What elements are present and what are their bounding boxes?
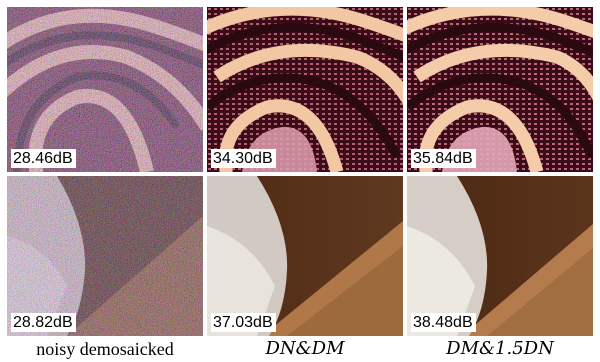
- panel-tapestry-dn-dm: 34.30dB: [207, 7, 403, 172]
- panel-glass-dm-1.5dn: 38.48dB: [407, 176, 593, 336]
- psnr-label: 37.03dB: [211, 313, 276, 332]
- psnr-label: 28.46dB: [11, 149, 76, 168]
- caption-dn-dm: DN&DM: [265, 338, 345, 359]
- glass-noisy-image: [7, 176, 203, 336]
- psnr-label: 34.30dB: [211, 149, 276, 168]
- glass-dm-1.5dn-image: [407, 176, 593, 336]
- caption-dm-1.5dn: DM&1.5DN: [446, 338, 554, 359]
- glass-dn-dm-image: [207, 176, 403, 336]
- panel-tapestry-noisy: 28.46dB: [7, 7, 203, 172]
- tapestry-dm-1.5dn-image: [407, 7, 593, 172]
- panel-glass-noisy: 28.82dB: [7, 176, 203, 336]
- tapestry-noisy-image: [7, 7, 203, 172]
- panel-glass-dn-dm: 37.03dB: [207, 176, 403, 336]
- psnr-label: 28.82dB: [11, 313, 76, 332]
- caption-noisy-demosaicked: noisy demosaicked: [36, 339, 174, 359]
- psnr-label: 35.84dB: [411, 149, 476, 168]
- tapestry-dn-dm-image: [207, 7, 403, 172]
- panel-tapestry-dm-1.5dn: 35.84dB: [407, 7, 593, 172]
- psnr-label: 38.48dB: [411, 313, 476, 332]
